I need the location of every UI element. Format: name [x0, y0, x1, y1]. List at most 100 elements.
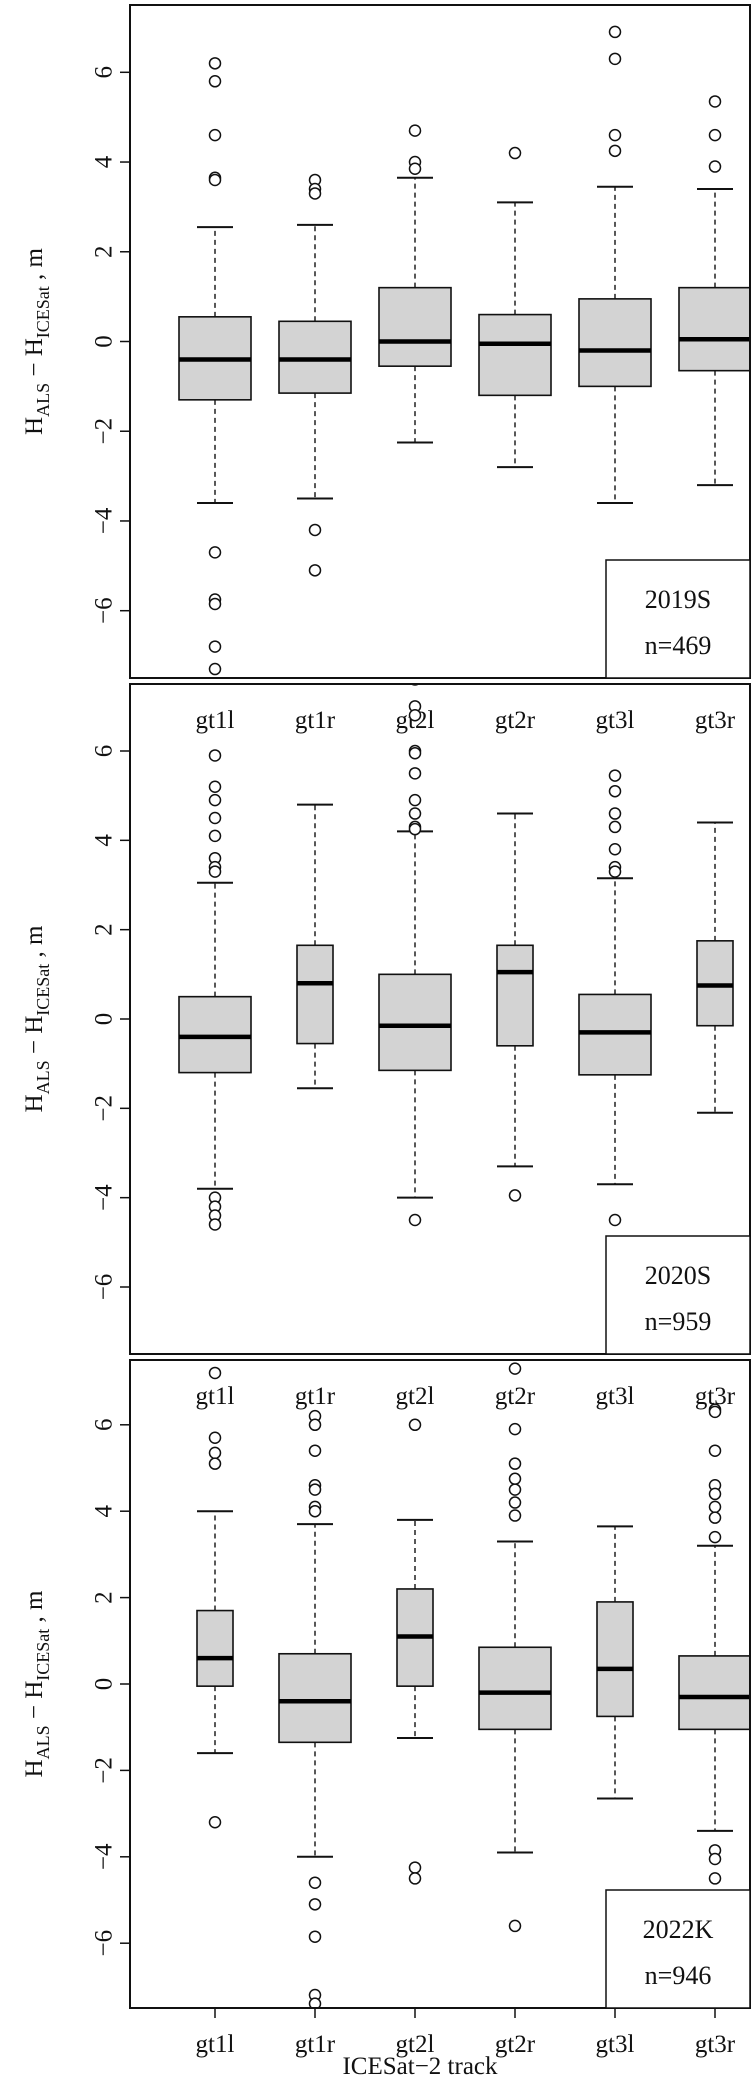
y-axis-title-main: H — [21, 417, 48, 435]
outlier-point — [408, 822, 422, 836]
outlier-point — [408, 709, 422, 722]
y-axis-title-sub2: ICESat — [33, 964, 53, 1016]
outlier-point — [208, 829, 222, 843]
iqr-box — [478, 1646, 552, 1731]
legend-count: n=469 — [645, 631, 712, 660]
panel-2: −6 −4 −2 0 2 4 6 HALS − HICESat , m 2020S n=959 gt… — [21, 683, 751, 1410]
outlier-point — [508, 1457, 522, 1470]
y-tick-label: −6 — [91, 597, 118, 624]
outlier-point — [608, 784, 622, 798]
legend-box — [605, 559, 751, 679]
plot-area — [178, 684, 734, 1231]
outlier-point — [308, 523, 322, 537]
iqr-box — [278, 1652, 352, 1744]
x-tick-label: gt2r — [495, 1383, 536, 1410]
outlier-point — [408, 1213, 422, 1227]
box-gt2l — [396, 1418, 434, 1885]
outlier-point — [708, 1444, 722, 1457]
outlier-point — [508, 1496, 522, 1509]
y-axis-title-sub2: ICESat — [33, 1629, 53, 1681]
legend-campaign: 2022K — [643, 1915, 714, 1944]
box-gt3r — [678, 95, 750, 487]
y-tick-label: 6 — [91, 745, 118, 758]
x-tick-label: gt3r — [695, 2031, 736, 2058]
outlier-point — [608, 1213, 622, 1227]
outlier-point — [508, 1189, 522, 1202]
outlier-point — [708, 1487, 722, 1501]
y-tick-label: −4 — [91, 507, 118, 534]
x-tick-label: gt2l — [396, 2031, 435, 2058]
outlier-point — [408, 807, 422, 820]
box-gt3r — [678, 1403, 750, 1885]
y-axis-title-main: H — [21, 1094, 48, 1112]
outlier-point — [408, 1418, 422, 1432]
x-tick-label: gt1r — [295, 1383, 336, 1410]
legend-campaign: 2019S — [645, 585, 711, 614]
outlier-point — [608, 865, 622, 878]
outlier-point — [308, 1876, 322, 1889]
box-gt3l — [578, 25, 652, 505]
iqr-box — [678, 286, 750, 372]
outlier-point — [408, 767, 422, 780]
outlier-point — [208, 128, 222, 142]
plot-area — [178, 25, 750, 676]
outlier-point — [708, 1405, 722, 1419]
box-gt1r — [278, 1409, 352, 2008]
plot-frame — [129, 683, 751, 1355]
outlier-point — [608, 52, 622, 66]
outlier-point — [508, 1483, 522, 1496]
outlier-point — [608, 807, 622, 820]
plot-frame — [129, 1359, 751, 2009]
box-gt2l — [378, 684, 452, 1227]
y-axis-title-dash: − H — [21, 1681, 48, 1726]
y-axis-title-sub1: ALS — [33, 383, 53, 417]
x-tick-label: gt3l — [596, 1383, 635, 1410]
outlier-point — [408, 1861, 422, 1874]
y-tick-label: 2 — [91, 246, 118, 259]
y-tick-label: 2 — [91, 923, 118, 936]
y-tick-label: −4 — [91, 1843, 118, 1870]
y-axis-title-sub1: ALS — [33, 1725, 53, 1759]
outlier-point — [508, 1472, 522, 1486]
outlier-point — [208, 173, 222, 187]
outlier-point — [608, 128, 622, 142]
y-tick-label: −2 — [91, 418, 118, 445]
x-tick-label: gt1r — [295, 707, 336, 734]
y-tick-label: −2 — [91, 1757, 118, 1784]
outlier-point — [208, 597, 222, 611]
outlier-point — [208, 75, 222, 88]
x-tick-label: gt2l — [396, 1383, 435, 1410]
y-tick-label: −6 — [91, 1274, 118, 1301]
y-axis-title: HALS − HICESat , m — [21, 1590, 53, 1777]
outlier-point — [208, 1218, 222, 1231]
x-tick-label: gt3r — [695, 707, 736, 734]
y-axis-title-sub1: ALS — [33, 1060, 53, 1094]
outlier-point — [208, 1457, 222, 1470]
outlier-point — [308, 187, 322, 200]
outlier-point — [208, 1446, 222, 1460]
y-axis-title-main: H — [21, 1759, 48, 1777]
iqr-box — [478, 313, 552, 397]
outlier-point — [308, 564, 322, 577]
legend-box — [605, 1889, 751, 2009]
outlier-point — [308, 1997, 322, 2008]
outlier-point — [208, 57, 222, 70]
box-gt1l — [178, 57, 252, 676]
y-tick-label: −2 — [91, 1095, 118, 1122]
y-tick-label: 6 — [91, 66, 118, 79]
y-axis-title-sub2: ICESat — [33, 286, 53, 338]
outlier-point — [708, 1872, 722, 1885]
y-tick-label: 2 — [91, 1591, 118, 1604]
plot-frame — [129, 4, 751, 679]
iqr-box — [378, 286, 452, 367]
outlier-point — [708, 1530, 722, 1544]
y-tick-label: 0 — [91, 1013, 118, 1026]
box-gt1l — [196, 1366, 234, 1829]
panel-1: −6 −4 −2 0 2 4 6 HALS − HICESat , m 2019S n=469 gt… — [21, 4, 751, 734]
x-tick-label: gt1l — [196, 707, 235, 734]
legend-campaign: 2020S — [645, 1261, 711, 1290]
box-gt2l — [378, 124, 452, 444]
box-gt1l — [178, 749, 252, 1231]
legend-count: n=959 — [645, 1307, 712, 1336]
